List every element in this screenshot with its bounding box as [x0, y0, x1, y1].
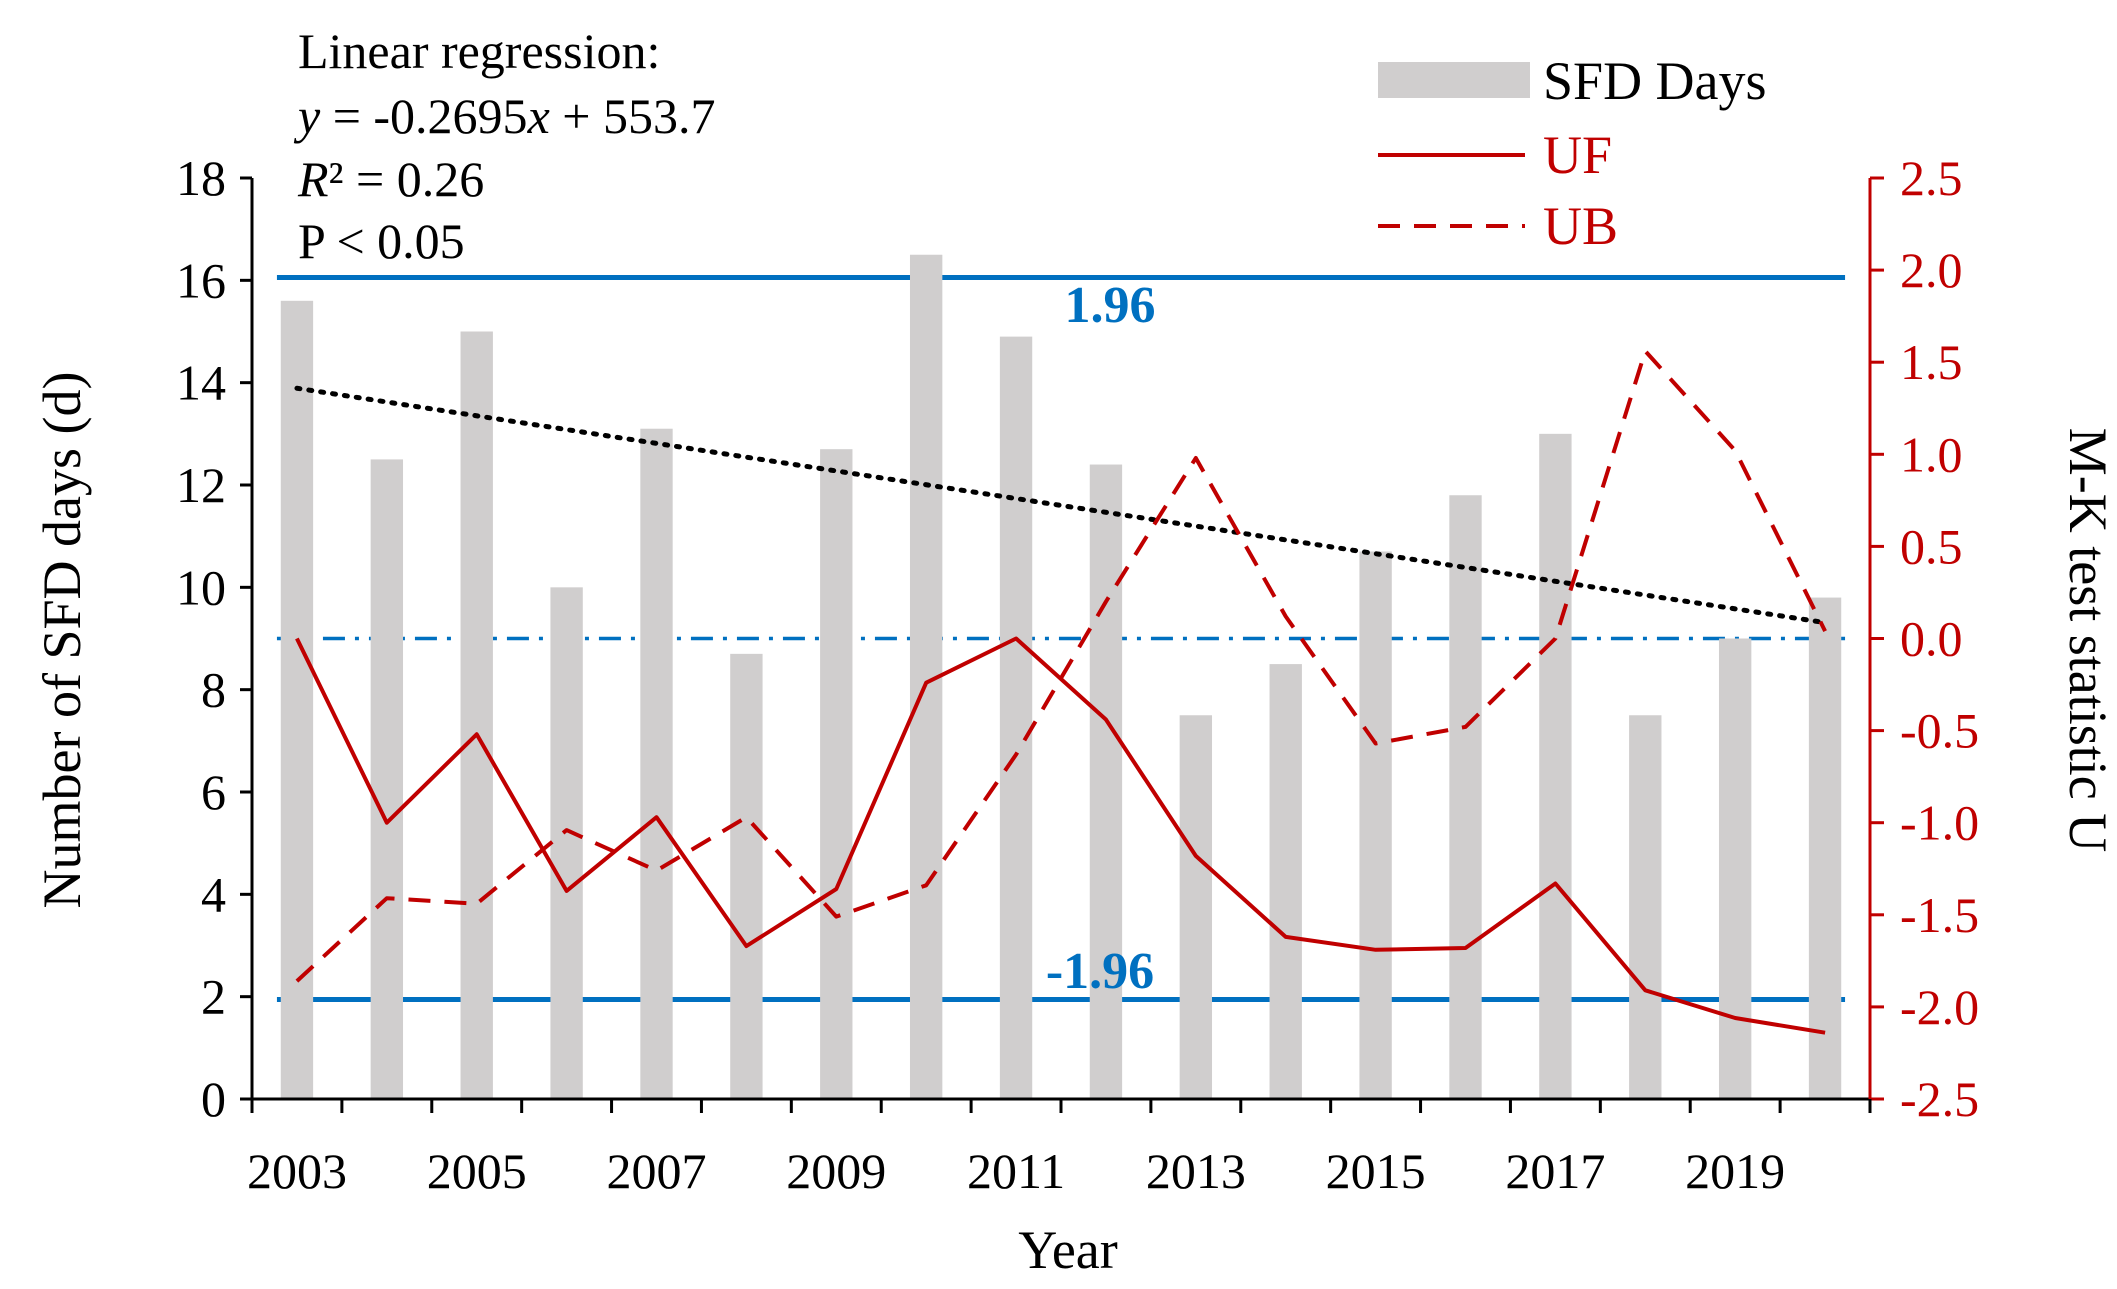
left-tick-label: 4: [201, 866, 226, 922]
x-tick-label: 2011: [967, 1143, 1065, 1199]
right-tick-label: -2.5: [1900, 1071, 1979, 1127]
x-tick-label: 2015: [1326, 1143, 1426, 1199]
right-tick-label: 0.0: [1900, 611, 1963, 667]
bar-2007: [640, 428, 673, 1099]
right-tick-label: 2.5: [1900, 150, 1963, 206]
regression-annotation: Linear regression: y = -0.2695x + 553.7 …: [293, 23, 715, 269]
legend: SFD Days UF UB: [1378, 51, 1767, 256]
trendline-group: [294, 385, 1828, 626]
legend-label-ub: UB: [1543, 196, 1618, 256]
mk-lines: [295, 349, 1827, 1035]
bar-2006: [550, 587, 583, 1099]
right-tick-label: -1.5: [1900, 887, 1979, 943]
threshold-label-upper: 1.96: [1065, 277, 1156, 334]
series-line-uf: [295, 636, 1826, 1035]
regression-p: P < 0.05: [298, 213, 465, 269]
left-tick-label: 14: [176, 355, 226, 411]
eq-mid: = -0.2695: [320, 88, 527, 144]
x-axis-title: Year: [1018, 1220, 1118, 1280]
right-tick-label: 1.5: [1900, 334, 1963, 390]
right-tick-label: -0.5: [1900, 703, 1979, 759]
reference-lines: [276, 274, 1846, 1003]
regression-r2: R² = 0.26: [297, 151, 484, 207]
r2-rest: ² = 0.26: [329, 151, 485, 207]
x-tick-label: 2019: [1685, 1143, 1785, 1199]
legend-label-uf: UF: [1543, 125, 1612, 185]
bar-2004: [370, 459, 404, 1100]
bar-2011: [999, 336, 1033, 1099]
regression-equation: y = -0.2695x + 553.7: [293, 88, 715, 144]
bar-2012: [1089, 464, 1123, 1099]
bar-2017: [1539, 433, 1572, 1099]
right-tick-label: -2.0: [1900, 979, 1979, 1035]
bar-2008: [730, 653, 763, 1099]
right-tick-label: 1.0: [1900, 426, 1963, 482]
legend-swatch-sfd-days: [1378, 62, 1530, 98]
left-tick-label: 2: [201, 969, 226, 1025]
right-tick-label: -1.0: [1900, 795, 1979, 851]
bar-2005: [460, 331, 493, 1099]
bar-2014: [1269, 664, 1302, 1099]
axes: [240, 176, 1884, 1113]
left-tick-label: 12: [176, 457, 226, 513]
series-line-ub: [295, 349, 1827, 983]
left-tick-label: 10: [176, 559, 226, 615]
x-tick-label: 2007: [607, 1143, 707, 1199]
eq-end: + 553.7: [550, 88, 716, 144]
x-tick-label: 2009: [786, 1143, 886, 1199]
bar-2003: [280, 300, 314, 1099]
eq-y: y: [293, 88, 321, 144]
bar-2018: [1629, 715, 1662, 1099]
x-tick-label: 2003: [247, 1143, 347, 1199]
tick-labels: 0 2 4 6 8 10 12 14 16 18 -2.5 -2.0 -1.5 -1.0 -0.5 0.0 0.…: [176, 150, 1979, 1199]
left-tick-label: 6: [201, 764, 226, 820]
trend-line: [294, 385, 1828, 626]
legend-label-sfd-days: SFD Days: [1543, 51, 1767, 111]
right-tick-label: 2.0: [1900, 242, 1963, 298]
threshold-label-lower: -1.96: [1046, 943, 1154, 1000]
bar-2019: [1718, 638, 1752, 1099]
left-tick-label: 0: [201, 1071, 226, 1127]
x-tick-label: 2013: [1146, 1143, 1246, 1199]
regression-title: Linear regression:: [298, 23, 660, 79]
bar-2016: [1449, 495, 1482, 1099]
bar-2015: [1359, 551, 1392, 1099]
left-tick-label: 18: [176, 150, 226, 206]
right-tick-label: 0.5: [1900, 518, 1963, 574]
x-tick-label: 2017: [1505, 1143, 1605, 1199]
x-tick-label: 2005: [427, 1143, 527, 1199]
left-tick-label: 16: [176, 252, 226, 308]
left-tick-label: 8: [201, 662, 226, 718]
eq-x: x: [527, 88, 550, 144]
bar-2013: [1179, 715, 1213, 1099]
bar-2009: [820, 449, 853, 1099]
right-y-axis-title: M-K test statistic U: [2058, 428, 2117, 852]
r2-r: R: [297, 151, 329, 207]
bar-2020: [1808, 597, 1842, 1099]
left-y-axis-title: Number of SFD days (d): [32, 372, 92, 909]
sfd-bars: [280, 254, 1842, 1100]
